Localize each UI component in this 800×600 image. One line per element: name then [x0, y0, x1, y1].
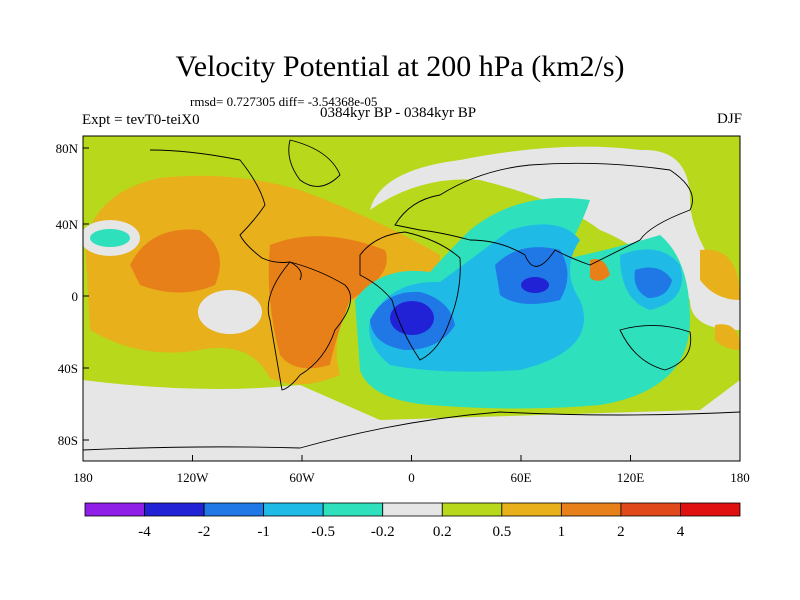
season-label: DJF	[716, 111, 742, 127]
lat-tick-label: 80S	[58, 433, 78, 448]
colorbar-box	[501, 502, 562, 517]
coast-africa	[359, 231, 461, 361]
colorbar-box	[382, 502, 443, 517]
lon-axis: 180 120W 60W 0 60E 120E 180	[73, 455, 750, 485]
lon-tick-label: 120E	[617, 470, 645, 485]
lon-tick-label: 120W	[177, 470, 210, 485]
lat-tick-label: 80N	[56, 141, 79, 156]
field-bubble-gray-1	[198, 290, 262, 334]
colorbar-box	[144, 502, 205, 517]
field-core-india	[521, 277, 549, 293]
field-core-africa	[390, 301, 434, 335]
period-label: 0384kyr BP - 0384kyr BP	[320, 105, 477, 121]
colorbar-box	[84, 502, 145, 517]
field-region-gray-north	[370, 146, 740, 330]
colorbar	[84, 502, 741, 517]
lat-tick-label: 0	[72, 289, 79, 304]
field-region-orange-dark-pacific	[130, 229, 220, 293]
colorbar-box	[441, 502, 503, 517]
field-region-blue-india	[495, 247, 568, 304]
coast-antarctica	[83, 411, 740, 451]
colorbar-label: -4	[138, 524, 151, 540]
colorbar-box	[680, 502, 741, 517]
colorbar-label: 2	[617, 524, 625, 540]
coast-south-america	[267, 261, 352, 391]
field-region-orange-dark-samerica	[268, 236, 387, 369]
coast-greenland	[288, 139, 341, 187]
experiment-label: Expt = tevT0-teiX0	[82, 112, 200, 128]
colorbar-box	[620, 502, 681, 517]
colorbar-labels: -4 -2 -1 -0.5 -0.2 0.2 0.5 1 2 4	[138, 524, 684, 540]
colorbar-label: 0.2	[433, 524, 452, 540]
colorbar-box	[203, 502, 265, 517]
colorbar-label: 1	[558, 524, 566, 540]
colorbar-label: -1	[257, 524, 270, 540]
lon-tick-label: 60E	[511, 470, 532, 485]
field-region-orange-east	[700, 249, 740, 300]
lon-tick-label: 180	[73, 470, 93, 485]
colorbar-box	[560, 502, 622, 517]
lon-tick-label: 180	[730, 470, 750, 485]
coast-eurasia	[394, 162, 693, 267]
colorbar-label: 0.5	[492, 524, 511, 540]
coastlines	[83, 139, 740, 451]
colorbar-label: -0.2	[371, 524, 395, 540]
colorbar-label: 4	[677, 524, 685, 540]
field-region-orange	[85, 175, 440, 385]
field-region-orange-southeast	[715, 324, 740, 350]
colorbar-label: -0.5	[311, 524, 335, 540]
lon-tick-label: 0	[408, 470, 415, 485]
lon-tick-label: 60W	[289, 470, 315, 485]
colorbar-label: -2	[198, 524, 211, 540]
map-title: Velocity Potential at 200 hPa (km2/s)	[175, 50, 625, 83]
lat-tick-label: 40N	[56, 217, 79, 232]
coast-australia	[619, 325, 692, 371]
colorbar-box	[263, 502, 324, 517]
lat-tick-label: 40S	[58, 361, 78, 376]
lat-axis: 80N 40N 0 40S 80S	[56, 141, 89, 448]
field-region-blue-east	[634, 267, 672, 298]
stats-label: rmsd= 0.727305 diff= -3.54368e-05	[190, 94, 378, 109]
field-region-gray-south	[83, 380, 740, 461]
field-bubble-teal	[90, 229, 130, 247]
field-shading	[83, 136, 740, 461]
field-region-orange-asia	[590, 259, 610, 281]
colorbar-box	[322, 502, 384, 517]
